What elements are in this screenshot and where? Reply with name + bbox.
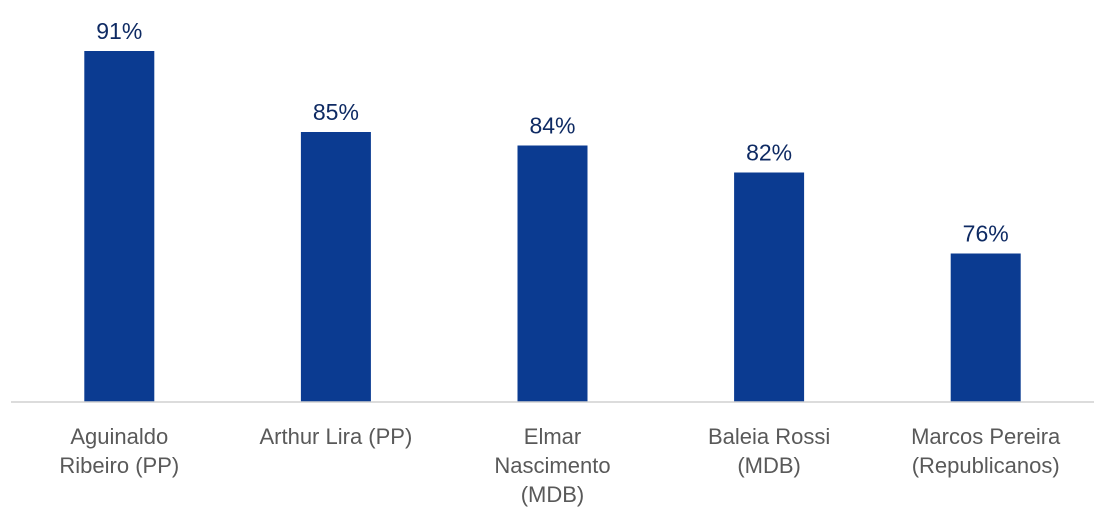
x-tick-label: Baleia Rossi (MDB) bbox=[707, 424, 831, 478]
bar bbox=[300, 132, 371, 402]
x-tick-label: Elmar Nascimento (MDB) bbox=[494, 424, 611, 507]
value-label: 76% bbox=[963, 221, 1009, 247]
bar bbox=[517, 145, 588, 402]
value-label: 84% bbox=[529, 113, 575, 139]
x-tick-label: Aguinaldo Ribeiro (PP) bbox=[59, 424, 180, 478]
value-label: 91% bbox=[96, 18, 142, 44]
bar bbox=[84, 51, 155, 402]
x-tick-label: Arthur Lira (PP) bbox=[259, 424, 413, 449]
bar bbox=[950, 253, 1021, 402]
value-label: 82% bbox=[746, 140, 792, 166]
bar bbox=[734, 172, 805, 402]
value-label: 85% bbox=[313, 99, 359, 125]
x-tick-label: Marcos Pereira (Republicanos) bbox=[911, 424, 1061, 478]
